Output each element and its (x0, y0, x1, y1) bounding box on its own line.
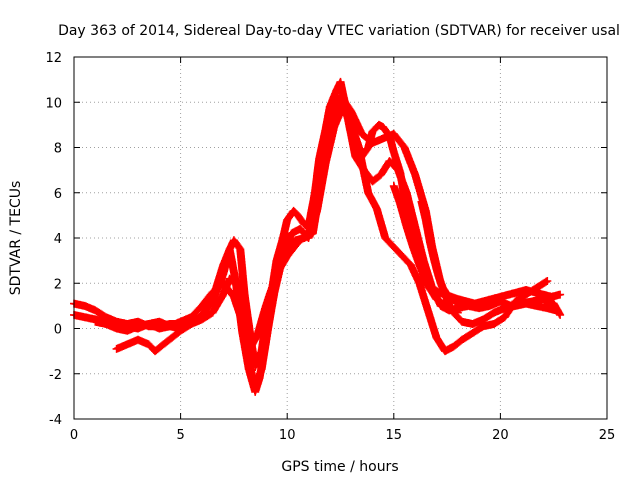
plot-area-frame (73, 56, 608, 420)
y-tick-label: 12 (45, 51, 62, 66)
y-tick-label: -4 (49, 413, 62, 428)
chart-title: Day 363 of 2014, Sidereal Day-to-day VTE… (58, 23, 620, 39)
x-tick-label: 5 (176, 428, 184, 443)
series-arc-6 (417, 197, 464, 308)
x-tick-label: 0 (70, 428, 78, 443)
y-tick-label: 10 (45, 96, 62, 111)
y-tick-label: 8 (54, 142, 62, 157)
y-tick-label: 2 (54, 277, 62, 292)
series-arc-2 (70, 98, 565, 396)
y-axis-label: SDTVAR / TECUs (8, 181, 24, 296)
x-axis-label: GPS time / hours (281, 459, 398, 475)
x-tick-label: 20 (492, 428, 509, 443)
data-points (70, 77, 565, 396)
series-markers (417, 197, 464, 308)
y-tick-label: 0 (54, 323, 62, 338)
y-tick-label: 6 (54, 187, 62, 202)
x-tick-label: 15 (386, 428, 403, 443)
y-tick-label: 4 (54, 232, 62, 247)
x-tick-label: 25 (599, 428, 616, 443)
y-tick-label: -2 (49, 368, 62, 383)
axis-ticks: 0 5 10 15 20 25 -4 -2 0 2 4 6 8 10 12 (45, 51, 615, 443)
x-tick-label: 10 (279, 428, 296, 443)
series-markers (70, 98, 565, 396)
